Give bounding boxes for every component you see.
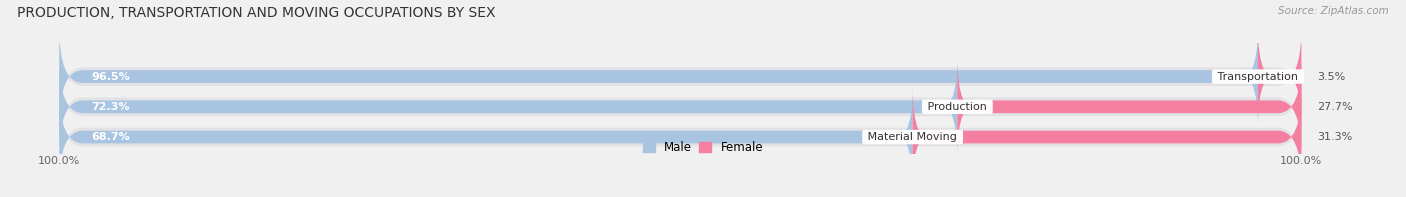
FancyBboxPatch shape [912,89,1302,185]
Text: Transportation: Transportation [1215,72,1302,82]
FancyBboxPatch shape [59,92,1302,182]
FancyBboxPatch shape [59,62,1302,152]
Text: Source: ZipAtlas.com: Source: ZipAtlas.com [1278,6,1389,16]
Text: PRODUCTION, TRANSPORTATION AND MOVING OCCUPATIONS BY SEX: PRODUCTION, TRANSPORTATION AND MOVING OC… [17,6,495,20]
FancyBboxPatch shape [59,59,957,155]
Text: 96.5%: 96.5% [91,72,131,82]
Text: Material Moving: Material Moving [865,132,960,142]
FancyBboxPatch shape [1258,29,1302,125]
FancyBboxPatch shape [59,29,1258,125]
FancyBboxPatch shape [957,59,1302,155]
FancyBboxPatch shape [59,89,912,185]
Text: 72.3%: 72.3% [91,102,131,112]
Text: 68.7%: 68.7% [91,132,131,142]
Text: 27.7%: 27.7% [1317,102,1353,112]
Text: 3.5%: 3.5% [1317,72,1346,82]
FancyBboxPatch shape [59,32,1302,122]
Text: Production: Production [924,102,990,112]
Legend: Male, Female: Male, Female [641,139,765,157]
Text: 31.3%: 31.3% [1317,132,1353,142]
